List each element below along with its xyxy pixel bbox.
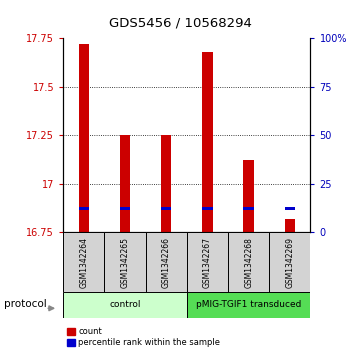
Text: pMIG-TGIF1 transduced: pMIG-TGIF1 transduced <box>196 301 301 309</box>
Bar <box>161 207 171 209</box>
Bar <box>202 52 213 232</box>
Bar <box>187 232 228 292</box>
Bar <box>79 207 89 209</box>
Text: control: control <box>109 301 141 309</box>
Bar <box>120 135 130 232</box>
Bar <box>187 292 310 318</box>
Text: GSM1342267: GSM1342267 <box>203 237 212 288</box>
Bar <box>161 135 171 232</box>
Bar <box>104 232 145 292</box>
Text: GSM1342266: GSM1342266 <box>162 237 171 288</box>
Bar <box>79 44 89 232</box>
Text: GSM1342264: GSM1342264 <box>79 237 88 288</box>
Bar <box>63 292 187 318</box>
Bar <box>243 160 254 232</box>
Text: GSM1342268: GSM1342268 <box>244 237 253 288</box>
Text: GSM1342265: GSM1342265 <box>121 237 130 288</box>
Legend: count, percentile rank within the sample: count, percentile rank within the sample <box>68 327 220 347</box>
Bar <box>202 207 213 209</box>
Text: GDS5456 / 10568294: GDS5456 / 10568294 <box>109 16 252 29</box>
Text: protocol: protocol <box>4 299 46 309</box>
Text: GSM1342269: GSM1342269 <box>285 237 294 288</box>
Bar <box>63 232 104 292</box>
Bar <box>269 232 310 292</box>
Bar <box>120 207 130 209</box>
Bar <box>285 207 295 209</box>
Bar <box>228 232 269 292</box>
Bar <box>285 219 295 232</box>
Bar <box>243 207 254 209</box>
Bar <box>145 232 187 292</box>
